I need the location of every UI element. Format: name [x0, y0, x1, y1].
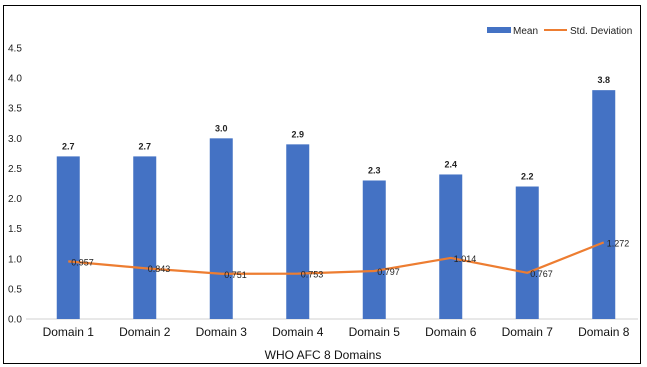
bar-mean	[209, 138, 233, 319]
y-tick-label: 3.0	[8, 134, 22, 145]
std-deviation-value-label: 0.797	[377, 267, 400, 277]
bar-mean	[133, 156, 157, 319]
legend-label-std-deviation: Std. Deviation	[570, 26, 632, 37]
y-tick-label: 0.0	[8, 315, 22, 326]
combo-chart: 0.0 0.5 1.0 1.5 2.0 2.5 3.0 3.5 4.0 4.5 2.7 Domain …	[8, 26, 638, 362]
bar-value-label: 2.4	[444, 159, 457, 169]
std-deviation-value-label: 0.843	[148, 264, 171, 274]
x-tick-label: Domain 3	[196, 325, 248, 339]
bar-mean	[515, 186, 539, 319]
x-tick-label: Domain 1	[43, 325, 95, 339]
y-tick-label: 1.0	[8, 254, 22, 265]
y-tick-label: 4.0	[8, 74, 22, 85]
legend: Mean Std. Deviation	[487, 26, 632, 37]
std-deviation-value-label: 0.751	[224, 270, 247, 280]
legend-swatch-mean	[487, 27, 511, 33]
x-tick-label: Domain 4	[272, 325, 324, 339]
bar-mean	[56, 156, 80, 319]
bar-value-label: 2.7	[138, 141, 151, 151]
x-tick-label: Domain 7	[502, 325, 554, 339]
std-deviation-value-label: 1.014	[454, 254, 477, 264]
x-tick-label: Domain 8	[578, 325, 630, 339]
std-deviation-value-label: 1.272	[607, 238, 630, 248]
plot-area: 0.0 0.5 1.0 1.5 2.0 2.5 3.0 3.5 4.0 4.5 2.7 Domain …	[8, 44, 638, 339]
y-tick-label: 2.5	[8, 164, 22, 175]
std-deviation-value-label: 0.753	[301, 270, 324, 280]
y-tick-label: 3.5	[8, 104, 22, 115]
bar-value-label: 3.0	[215, 123, 228, 133]
x-tick-label: Domain 6	[425, 325, 477, 339]
bar-mean	[286, 144, 310, 319]
x-tick-label: Domain 2	[119, 325, 171, 339]
bar-value-label: 2.2	[521, 172, 534, 182]
chart-frame: 0.0 0.5 1.0 1.5 2.0 2.5 3.0 3.5 4.0 4.5 2.7 Domain …	[3, 5, 641, 364]
x-tick-label: Domain 5	[349, 325, 401, 339]
y-tick-label: 0.5	[8, 284, 22, 295]
bar-value-label: 2.9	[291, 129, 304, 139]
std-deviation-value-label: 0.957	[71, 257, 94, 267]
std-deviation-line	[68, 241, 605, 275]
bar-value-label: 3.8	[597, 75, 610, 85]
bar-mean	[362, 180, 386, 319]
legend-label-mean: Mean	[513, 26, 538, 37]
y-tick-label: 2.0	[8, 194, 22, 205]
bar-value-label: 2.3	[368, 165, 381, 175]
bar-mean	[592, 90, 616, 320]
y-tick-label: 1.5	[8, 224, 22, 235]
y-tick-label: 4.5	[8, 44, 22, 55]
std-deviation-value-label: 0.767	[530, 269, 553, 279]
bar-mean	[439, 174, 463, 319]
bar-value-label: 2.7	[62, 141, 75, 151]
x-axis-title: WHO AFC 8 Domains	[265, 348, 382, 362]
